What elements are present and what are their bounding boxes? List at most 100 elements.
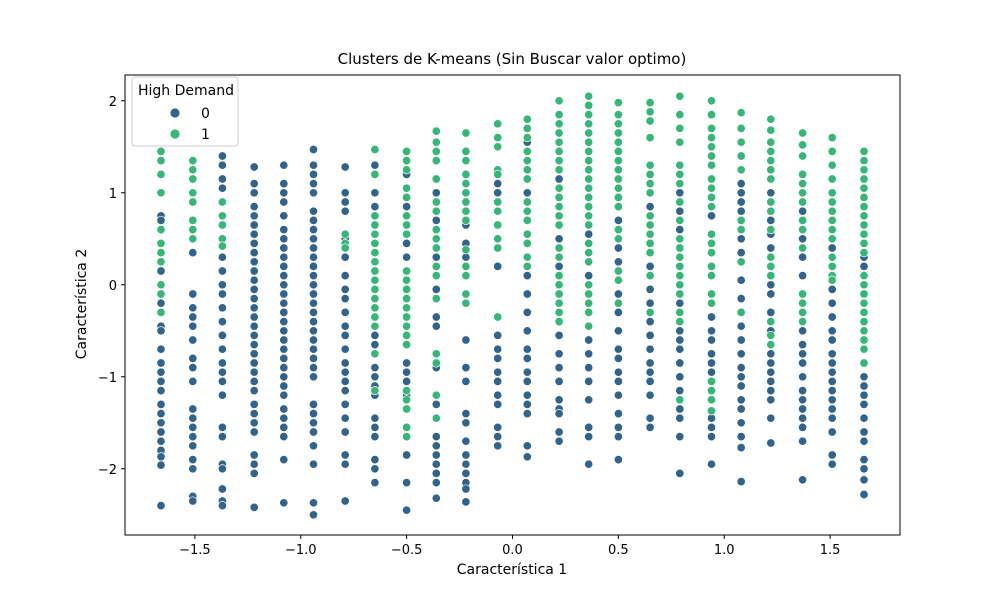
data-point-cluster-1 bbox=[461, 289, 471, 299]
data-point-cluster-0 bbox=[736, 188, 746, 198]
data-point-cluster-0 bbox=[340, 294, 350, 304]
data-point-cluster-1 bbox=[431, 234, 441, 244]
data-point-cluster-1 bbox=[156, 307, 166, 317]
data-point-cluster-1 bbox=[675, 234, 685, 244]
data-point-cluster-0 bbox=[554, 330, 564, 340]
data-point-cluster-0 bbox=[798, 340, 808, 350]
y-tick-label: 2 bbox=[109, 95, 117, 110]
data-point-cluster-1 bbox=[827, 252, 837, 262]
data-point-cluster-0 bbox=[736, 206, 746, 216]
data-point-cluster-1 bbox=[613, 156, 623, 166]
data-point-cluster-1 bbox=[798, 179, 808, 189]
data-point-cluster-0 bbox=[308, 409, 319, 419]
data-point-cluster-0 bbox=[217, 289, 227, 299]
data-point-cluster-0 bbox=[736, 275, 746, 285]
data-point-cluster-1 bbox=[431, 390, 441, 400]
data-point-cluster-0 bbox=[706, 326, 717, 336]
data-point-cluster-0 bbox=[279, 381, 289, 391]
data-point-cluster-0 bbox=[249, 427, 259, 437]
data-point-cluster-0 bbox=[249, 179, 259, 189]
data-point-cluster-0 bbox=[308, 144, 319, 155]
data-point-cluster-0 bbox=[493, 261, 503, 271]
data-point-cluster-0 bbox=[522, 344, 532, 354]
data-point-cluster-0 bbox=[308, 280, 319, 290]
data-point-cluster-0 bbox=[188, 404, 198, 414]
data-point-cluster-0 bbox=[461, 436, 471, 446]
data-point-cluster-1 bbox=[217, 241, 227, 251]
data-point-cluster-0 bbox=[859, 489, 869, 500]
data-point-cluster-1 bbox=[766, 165, 776, 175]
data-point-cluster-1 bbox=[554, 202, 564, 212]
data-point-cluster-1 bbox=[613, 119, 623, 129]
data-point-cluster-0 bbox=[370, 464, 380, 474]
y-tick-label: −1 bbox=[98, 371, 117, 386]
data-point-cluster-0 bbox=[249, 220, 259, 230]
data-point-cluster-1 bbox=[613, 275, 623, 285]
data-point-cluster-1 bbox=[431, 243, 441, 253]
data-point-cluster-1 bbox=[798, 243, 808, 253]
data-point-cluster-0 bbox=[827, 349, 837, 359]
data-point-cluster-1 bbox=[827, 197, 837, 207]
data-point-cluster-1 bbox=[461, 215, 471, 225]
data-point-cluster-0 bbox=[279, 413, 289, 423]
data-point-cluster-0 bbox=[249, 376, 259, 386]
data-point-cluster-1 bbox=[402, 266, 412, 276]
data-point-cluster-0 bbox=[522, 307, 532, 317]
data-point-cluster-0 bbox=[340, 450, 350, 460]
data-point-cluster-0 bbox=[279, 298, 289, 308]
data-point-cluster-1 bbox=[522, 146, 532, 156]
data-point-cluster-0 bbox=[706, 358, 717, 368]
data-point-cluster-0 bbox=[340, 386, 350, 396]
data-point-cluster-0 bbox=[827, 376, 837, 386]
data-point-cluster-1 bbox=[766, 330, 776, 340]
data-point-cluster-0 bbox=[340, 427, 350, 437]
data-point-cluster-1 bbox=[370, 248, 380, 258]
data-point-cluster-0 bbox=[217, 367, 227, 377]
data-point-cluster-1 bbox=[675, 91, 685, 101]
data-point-cluster-0 bbox=[279, 335, 289, 345]
data-point-cluster-0 bbox=[279, 422, 289, 432]
data-point-cluster-0 bbox=[249, 468, 259, 478]
data-point-cluster-0 bbox=[308, 289, 319, 299]
data-point-cluster-1 bbox=[675, 160, 685, 170]
data-point-cluster-0 bbox=[188, 441, 198, 451]
data-point-cluster-0 bbox=[675, 206, 685, 216]
data-point-cluster-0 bbox=[217, 330, 227, 340]
data-point-cluster-0 bbox=[308, 261, 319, 271]
data-point-cluster-0 bbox=[156, 367, 166, 377]
data-point-cluster-1 bbox=[827, 146, 837, 156]
data-point-cluster-0 bbox=[431, 468, 441, 478]
data-point-cluster-1 bbox=[188, 215, 198, 225]
data-point-cluster-0 bbox=[736, 234, 746, 244]
data-point-cluster-0 bbox=[736, 432, 746, 442]
data-point-cluster-0 bbox=[798, 372, 808, 382]
data-point-cluster-0 bbox=[613, 432, 623, 442]
data-point-cluster-0 bbox=[156, 266, 166, 276]
data-point-cluster-0 bbox=[249, 367, 259, 377]
data-point-cluster-0 bbox=[217, 484, 227, 494]
data-point-cluster-0 bbox=[706, 349, 717, 359]
data-point-cluster-1 bbox=[522, 229, 532, 239]
data-point-cluster-1 bbox=[859, 220, 869, 230]
data-point-cluster-1 bbox=[766, 137, 776, 147]
data-point-cluster-0 bbox=[188, 422, 198, 432]
data-point-cluster-1 bbox=[370, 144, 380, 155]
data-point-cluster-0 bbox=[827, 450, 837, 460]
data-point-cluster-0 bbox=[402, 478, 412, 488]
data-point-cluster-0 bbox=[645, 367, 655, 377]
data-point-cluster-1 bbox=[613, 202, 623, 212]
data-point-cluster-0 bbox=[554, 261, 564, 271]
legend-box bbox=[131, 76, 239, 147]
data-point-cluster-0 bbox=[706, 432, 717, 442]
data-point-cluster-0 bbox=[279, 363, 289, 373]
data-point-cluster-1 bbox=[431, 206, 441, 216]
data-point-cluster-0 bbox=[249, 450, 259, 460]
data-point-cluster-1 bbox=[827, 188, 837, 198]
data-point-cluster-0 bbox=[554, 409, 564, 419]
data-point-cluster-0 bbox=[645, 202, 655, 212]
data-point-cluster-0 bbox=[249, 303, 259, 313]
data-point-cluster-0 bbox=[859, 390, 869, 400]
data-point-cluster-1 bbox=[522, 197, 532, 207]
data-point-cluster-0 bbox=[402, 376, 412, 386]
data-point-cluster-0 bbox=[249, 188, 259, 198]
